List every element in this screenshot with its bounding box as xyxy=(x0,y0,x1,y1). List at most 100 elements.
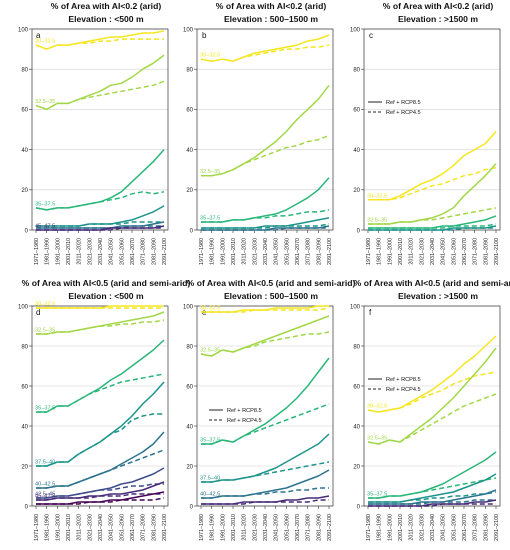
y-tick-label: 100 xyxy=(183,304,194,310)
series-line-rcp85 xyxy=(368,131,497,201)
x-tick-label: 1981–1990 xyxy=(45,238,51,265)
series-label: 42.5–45 xyxy=(35,492,55,498)
x-tick-label: 2091–2100 xyxy=(162,514,168,541)
x-tick-label: 2001–2010 xyxy=(66,514,72,541)
y-tick-label: 40 xyxy=(186,148,193,154)
panel-subtitle: Elevation : 500–1500 m xyxy=(224,14,318,24)
y-tick-label: 20 xyxy=(353,188,360,194)
x-tick-label: 1991–2000 xyxy=(220,238,226,265)
x-tick-label: 2091–2100 xyxy=(494,514,500,541)
series-label: 35–37.5 xyxy=(367,492,387,498)
y-tick-label: 40 xyxy=(186,424,193,430)
series-label: 32.5–35 xyxy=(35,99,55,105)
series-label: 45–47.5 xyxy=(35,494,55,500)
y-tick-label: 60 xyxy=(353,108,360,114)
y-tick-label: 100 xyxy=(18,27,29,33)
panel-subtitle: Elevation : >1500 m xyxy=(398,291,478,301)
y-tick-label: 100 xyxy=(350,304,361,310)
plot-frame xyxy=(196,28,334,231)
series-line-rcp45 xyxy=(201,223,330,229)
series-label: 30–32.5 xyxy=(35,39,55,45)
series-line-rcp85 xyxy=(367,347,497,445)
series-line-rcp85 xyxy=(36,467,165,499)
series-label: 40–42.5 xyxy=(35,482,55,488)
series-line-rcp85 xyxy=(201,495,330,505)
x-tick-label: 2021–2030 xyxy=(252,514,258,541)
series-line-rcp85 xyxy=(201,177,330,223)
y-tick-label: 40 xyxy=(21,424,28,430)
x-tick-label: 2071–2080 xyxy=(141,238,147,265)
x-tick-label: 2011–2020 xyxy=(242,514,248,541)
x-tick-label: 2081–2090 xyxy=(151,238,157,265)
series-line-rcp85 xyxy=(368,473,497,503)
series-line-rcp45 xyxy=(36,373,165,413)
x-tick-label: 2001–2010 xyxy=(398,514,404,541)
x-tick-label: 2041–2050 xyxy=(274,514,280,541)
y-tick-label: 100 xyxy=(18,304,29,310)
x-tick-label: 1981–1990 xyxy=(377,238,383,265)
x-tick-label: 2071–2080 xyxy=(306,514,312,541)
x-tick-label: 1981–1990 xyxy=(210,514,216,541)
y-tick-label: 0 xyxy=(25,504,29,510)
x-tick-label: 2041–2050 xyxy=(441,238,447,265)
series-label: 35–37.5 xyxy=(200,215,220,221)
x-tick-label: 2081–2090 xyxy=(316,238,322,265)
x-tick-label: 2071–2080 xyxy=(473,238,479,265)
y-tick-label: 20 xyxy=(21,464,28,470)
y-tick-label: 80 xyxy=(21,344,28,350)
x-tick-label: 1971–1980 xyxy=(34,238,40,265)
panel-e: % of Area with AI<0.5 (arid and semi-ari… xyxy=(183,278,355,541)
legend-label: Ref + RCP4.5 xyxy=(227,418,262,424)
x-tick-label: 2051–2060 xyxy=(284,514,290,541)
x-tick-label: 2031–2040 xyxy=(430,238,436,265)
y-tick-label: 60 xyxy=(186,108,193,114)
x-tick-label: 1981–1990 xyxy=(210,238,216,265)
x-tick-label: 2031–2040 xyxy=(98,238,104,265)
series-line-rcp45 xyxy=(201,461,330,483)
panel-letter: a xyxy=(36,31,41,40)
series-label: 30–32.5 xyxy=(367,193,387,199)
y-tick-label: 100 xyxy=(183,27,194,33)
x-tick-label: 1971–1980 xyxy=(366,514,372,541)
x-tick-label: 2041–2050 xyxy=(274,238,280,265)
series-line-rcp85 xyxy=(201,357,330,445)
panel-c: % of Area with AI<0.2 (arid) Elevation : … xyxy=(350,1,501,265)
panel-subtitle: Elevation : <500 m xyxy=(68,14,144,24)
series-label: 32.5–35 xyxy=(200,348,220,354)
x-tick-label: 2071–2080 xyxy=(306,238,312,265)
legend-label: Ref + RCP4.5 xyxy=(386,110,421,116)
x-tick-label: 2041–2050 xyxy=(441,514,447,541)
panel-letter: c xyxy=(369,31,373,40)
x-tick-label: 2091–2100 xyxy=(327,514,333,541)
y-tick-label: 0 xyxy=(25,228,29,234)
series-line-rcp45 xyxy=(368,166,497,201)
y-tick-label: 20 xyxy=(186,464,193,470)
x-tick-label: 2091–2100 xyxy=(494,238,500,265)
y-tick-label: 40 xyxy=(21,148,28,154)
series-line-rcp45 xyxy=(201,209,330,223)
series-line-rcp85 xyxy=(35,149,165,211)
panel-a: % of Area with AI<0.2 (arid) Elevation : … xyxy=(18,1,169,265)
x-tick-label: 1971–1980 xyxy=(199,238,205,265)
x-tick-label: 2061–2070 xyxy=(130,514,136,541)
panel-title: % of Area with AI<0.5 (arid and semi-ari… xyxy=(354,278,510,288)
series-label: 35–37.5 xyxy=(200,438,220,444)
x-tick-label: 2011–2020 xyxy=(77,238,83,265)
series-line-rcp85 xyxy=(368,225,497,231)
series-line-rcp45 xyxy=(368,503,496,507)
series-label: 30–32.5 xyxy=(200,306,220,312)
y-tick-label: 80 xyxy=(21,68,28,74)
y-tick-label: 20 xyxy=(353,464,360,470)
x-tick-label: 2051–2060 xyxy=(451,238,457,265)
series-label: 37.5–40 xyxy=(200,476,220,482)
series-label: 30–32.5 xyxy=(35,302,55,308)
x-tick-label: 2091–2100 xyxy=(162,238,168,265)
y-tick-label: 20 xyxy=(186,188,193,194)
x-tick-label: 2061–2070 xyxy=(130,238,136,265)
x-tick-label: 2001–2010 xyxy=(231,514,237,541)
x-tick-label: 2001–2010 xyxy=(398,238,404,265)
x-tick-label: 2031–2040 xyxy=(98,514,104,541)
y-tick-label: 80 xyxy=(186,344,193,350)
series-line-rcp85 xyxy=(36,311,165,335)
